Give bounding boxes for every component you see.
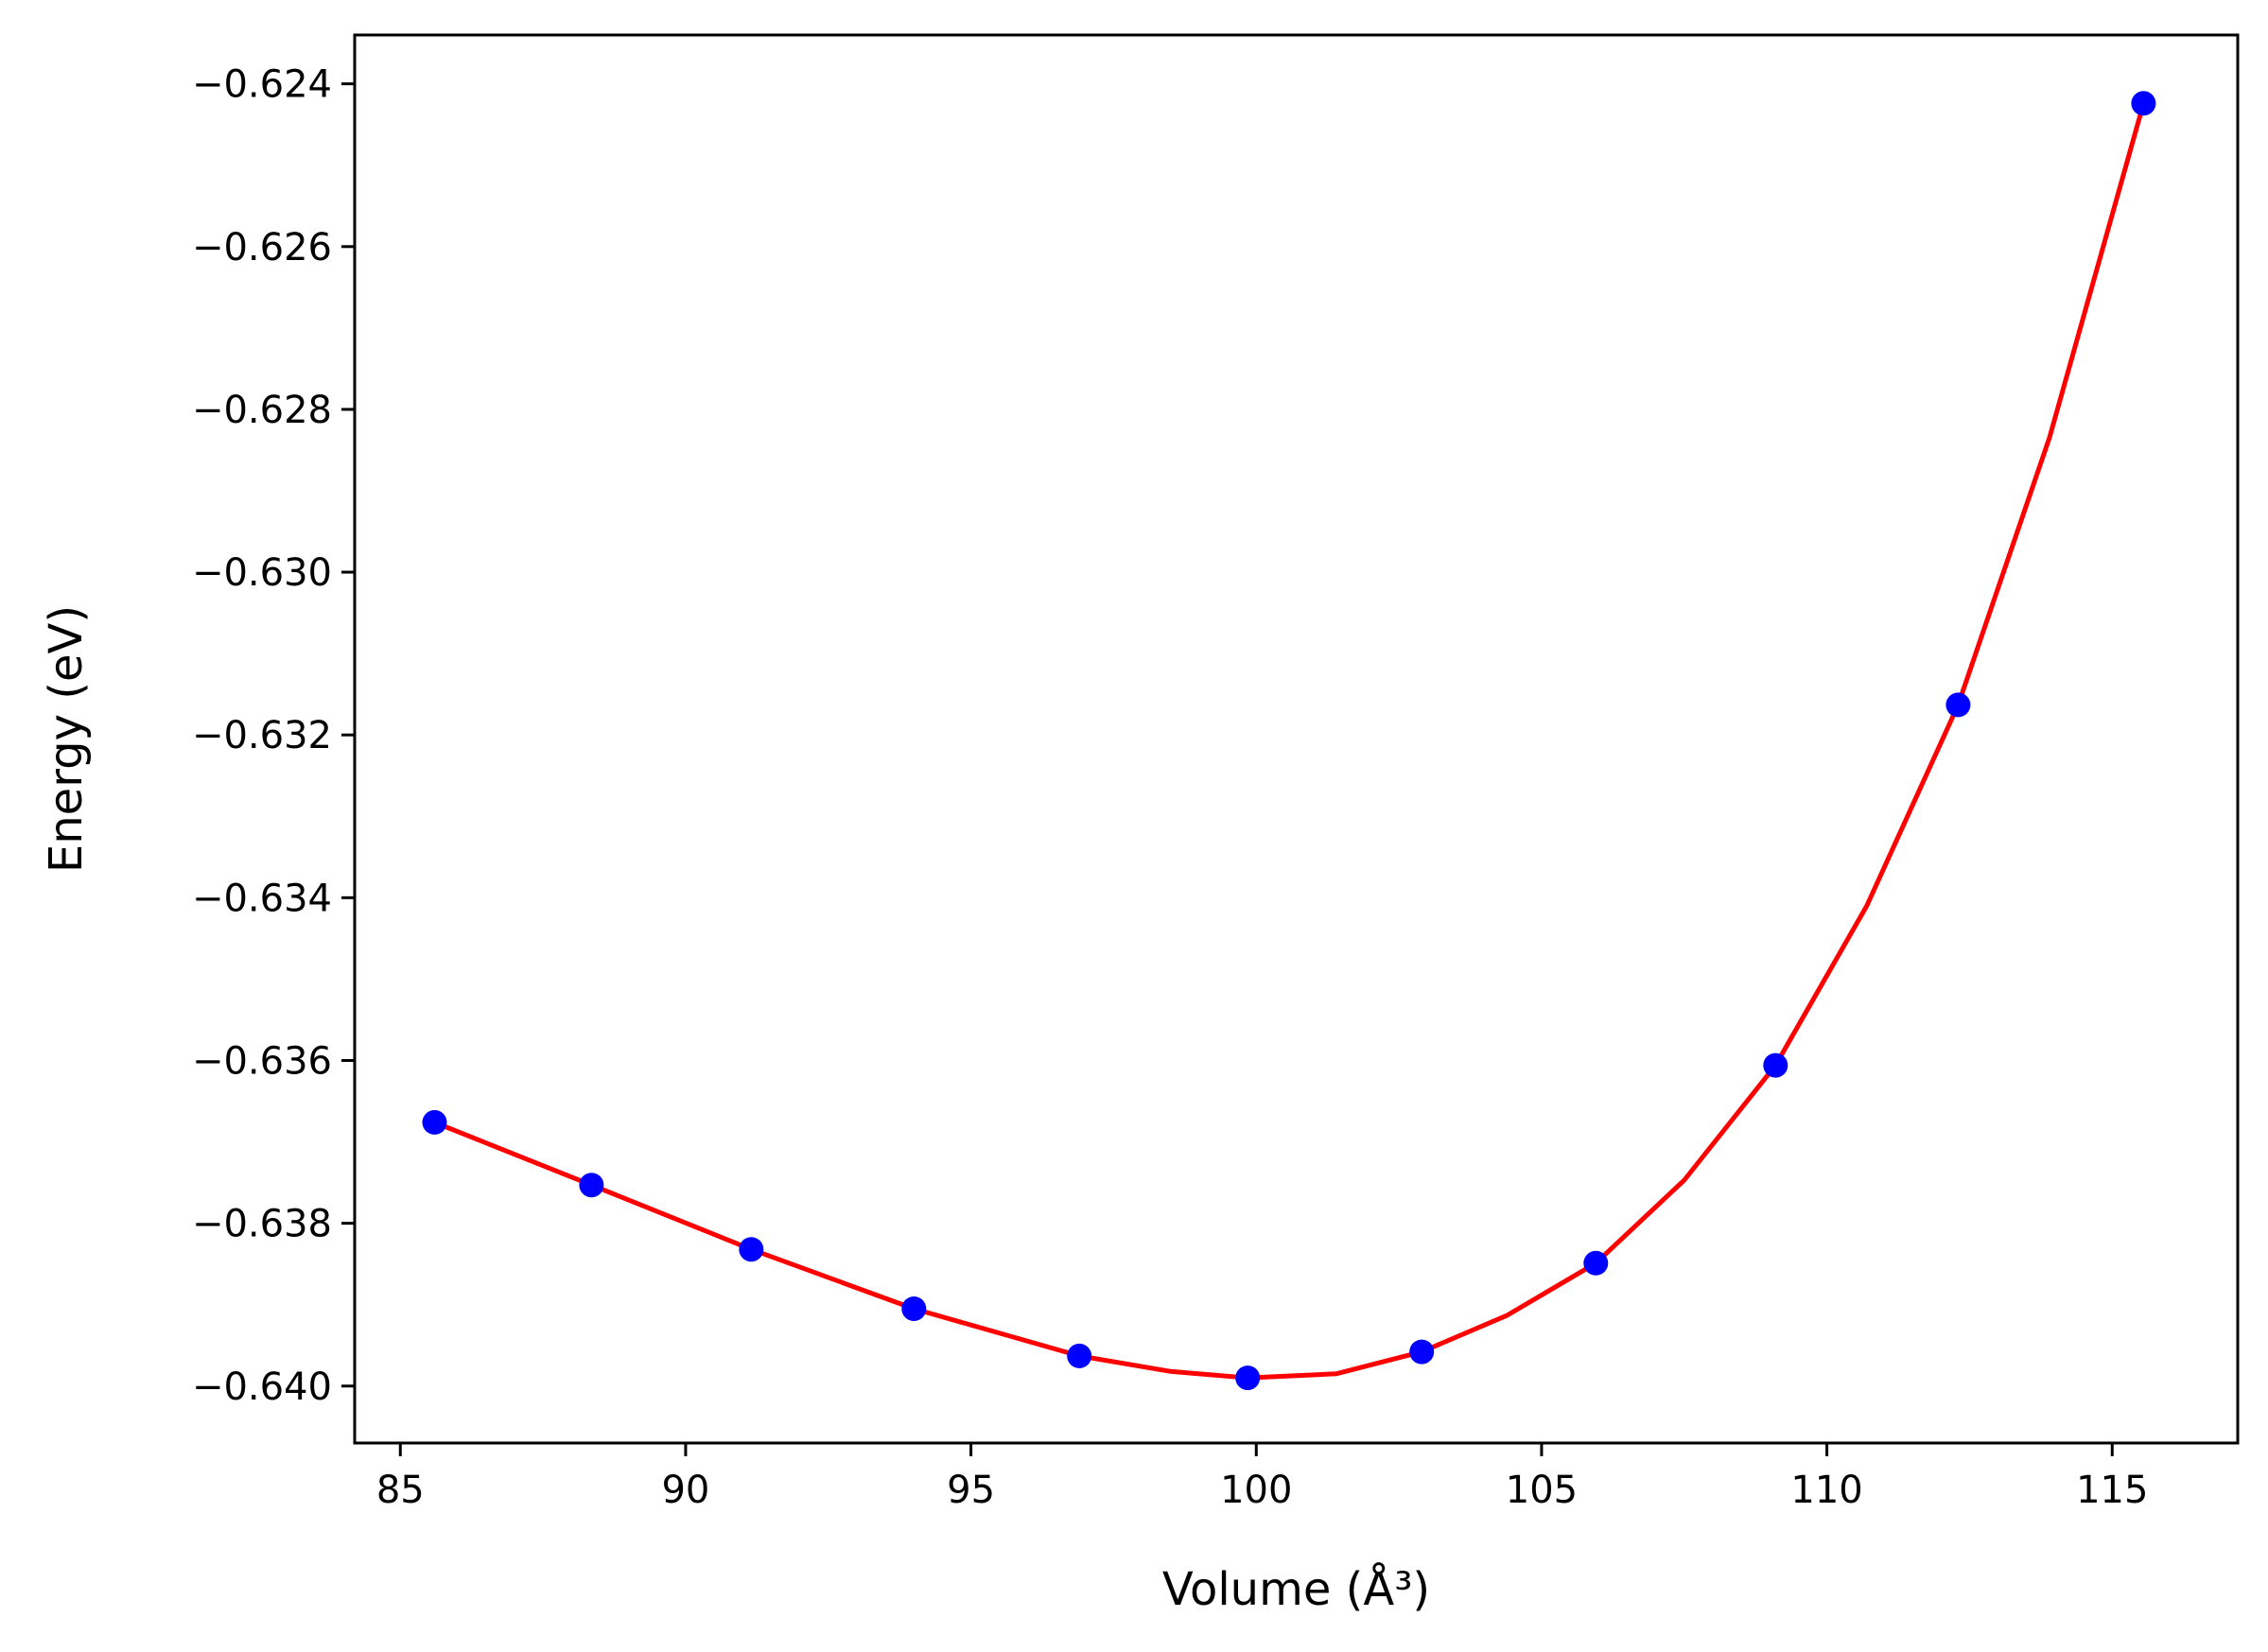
- x-tick-label: 95: [947, 1469, 995, 1512]
- x-tick-label: 85: [376, 1469, 425, 1512]
- y-axis-ticks: −0.624 −0.626 −0.628 −0.630 −0.632 −0.634 −0.6…: [192, 63, 355, 1409]
- x-tick-label: 110: [1790, 1469, 1862, 1512]
- y-tick-label: −0.640: [192, 1365, 332, 1409]
- data-point: [579, 1173, 604, 1198]
- y-tick-label: −0.630: [192, 551, 332, 595]
- y-tick-label: −0.638: [192, 1203, 332, 1246]
- y-tick-label: −0.624: [192, 63, 332, 107]
- data-point: [2131, 91, 2156, 116]
- y-tick-label: −0.626: [192, 226, 332, 270]
- data-points-layer: [422, 91, 2156, 1391]
- plot-area-frame: [353, 33, 2240, 1445]
- data-point: [1763, 1052, 1788, 1078]
- data-point: [422, 1109, 447, 1135]
- data-point: [1409, 1339, 1435, 1365]
- data-point: [739, 1237, 764, 1262]
- x-axis-title: Volume (Å³): [1162, 1562, 1430, 1616]
- y-tick-label: −0.628: [192, 389, 332, 432]
- x-tick-label: 105: [1506, 1469, 1578, 1512]
- y-tick-label: −0.634: [192, 877, 332, 920]
- x-axis-ticks: 85 90 95 100 105 110 115: [376, 1443, 2148, 1512]
- data-point: [1583, 1250, 1609, 1276]
- data-point: [901, 1296, 927, 1321]
- data-point: [1067, 1343, 1092, 1368]
- x-tick-label: 100: [1220, 1469, 1292, 1512]
- y-axis-title: Energy (eV): [40, 605, 93, 873]
- x-tick-label: 115: [2076, 1469, 2148, 1512]
- data-point: [1235, 1365, 1261, 1391]
- x-tick-label: 90: [661, 1469, 709, 1512]
- data-point: [1945, 692, 1971, 718]
- y-tick-label: −0.636: [192, 1039, 332, 1083]
- y-tick-label: −0.632: [192, 714, 332, 757]
